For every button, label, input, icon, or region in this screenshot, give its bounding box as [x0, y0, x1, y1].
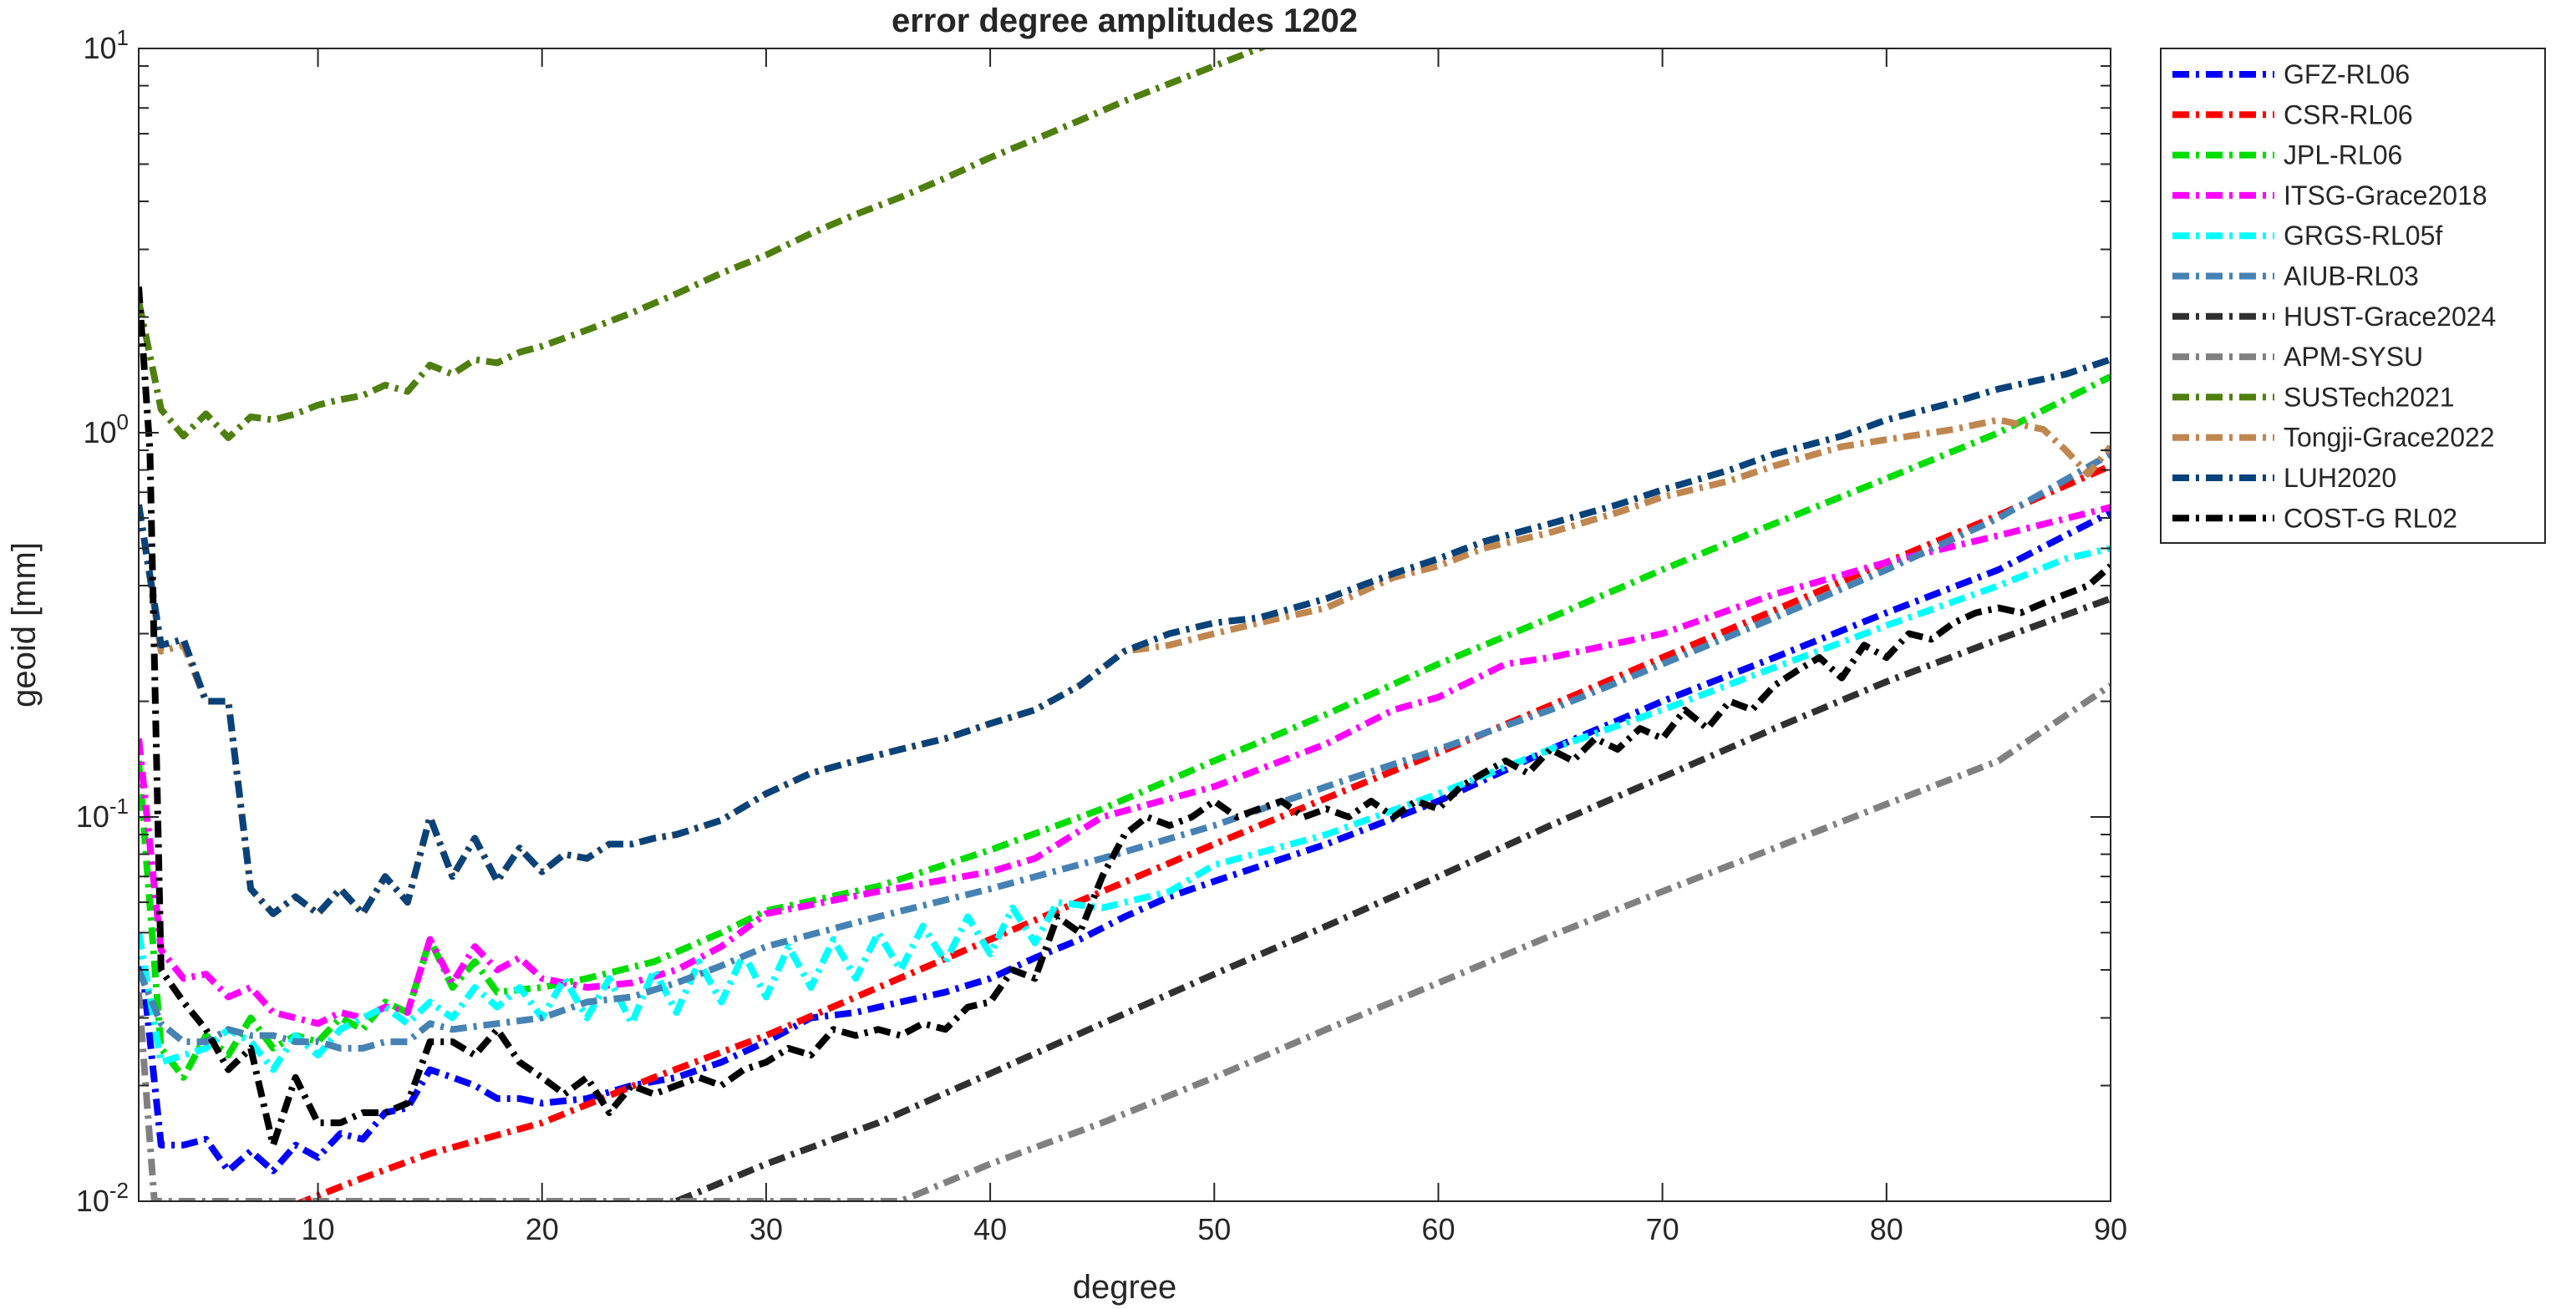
legend-label-grgs-rl05f: GRGS-RL05f	[2284, 221, 2442, 251]
series-line-apm-sysu	[139, 682, 2111, 1201]
x-tick-label: 20	[526, 1212, 559, 1246]
x-tick-label: 60	[1421, 1212, 1455, 1246]
legend-items: GFZ-RL06 CSR-RL06 JPL-RL06 ITSG-Grace2018 GR…	[2172, 59, 2496, 533]
legend-label-apm-sysu: APM-SYSU	[2284, 342, 2423, 372]
legend-label-cost-g-rl02: COST-G RL02	[2284, 503, 2457, 533]
legend-label-itsg-grace2018: ITSG-Grace2018	[2284, 180, 2487, 211]
x-tick-label: 30	[749, 1212, 783, 1246]
legend-label-gfz-rl06: GFZ-RL06	[2284, 59, 2410, 89]
x-tick-label: 90	[2094, 1212, 2127, 1246]
plot-area	[139, 48, 2111, 1201]
chart-title: error degree amplitudes 1202	[892, 3, 1358, 39]
x-tick-label: 80	[1870, 1212, 1903, 1246]
series-line-hust-grace2024	[675, 595, 2111, 1201]
series-line-sustech2021	[139, 48, 1268, 442]
legend-label-luh2020: LUH2020	[2284, 463, 2396, 493]
y-axis: 10-2 10-1 100 101	[76, 25, 2111, 1218]
legend-label-sustech2021: SUSTech2021	[2284, 382, 2455, 412]
series-line-grgs-rl05f	[139, 545, 2111, 1073]
legend-label-tongji-grace2022: Tongji-Grace2022	[2284, 423, 2495, 453]
y-tick-label: 100	[83, 409, 129, 449]
y-tick-label: 10-1	[76, 794, 129, 834]
legend-label-jpl-rl06: JPL-RL06	[2284, 140, 2402, 170]
y-axis-label: geoid [mm]	[6, 542, 43, 708]
legend-box	[2160, 48, 2546, 544]
x-tick-label: 70	[1646, 1212, 1679, 1246]
series-line-itsg-grace2018	[139, 504, 2111, 1027]
legend-label-hust-grace2024: HUST-Grace2024	[2284, 302, 2496, 332]
y-tick-label: 10-2	[76, 1178, 129, 1218]
x-tick-label: 50	[1197, 1212, 1231, 1246]
plot-frame	[138, 48, 2111, 1202]
y-tick-label: 101	[83, 25, 129, 65]
x-axis-label: degree	[1073, 1269, 1177, 1306]
legend-label-csr-rl06: CSR-RL06	[2284, 99, 2413, 129]
x-tick-label: 10	[302, 1212, 335, 1246]
series-line-cost-g-rl02	[139, 286, 2111, 1149]
series-line-luh2020	[139, 356, 2111, 917]
x-axis: 10 20 30 40 50 60 70 80 90	[302, 48, 2127, 1246]
series-line-csr-rl06	[294, 462, 2111, 1201]
series-line-gfz-rl06	[139, 509, 2111, 1175]
series-line-aiub-rl03	[139, 451, 2111, 1052]
series-group	[139, 48, 2111, 1201]
x-tick-label: 40	[973, 1212, 1007, 1246]
legend-label-aiub-rl03: AIUB-RL03	[2284, 261, 2419, 292]
legend: GFZ-RL06 CSR-RL06 JPL-RL06 ITSG-Grace2018 GR…	[2160, 48, 2546, 544]
